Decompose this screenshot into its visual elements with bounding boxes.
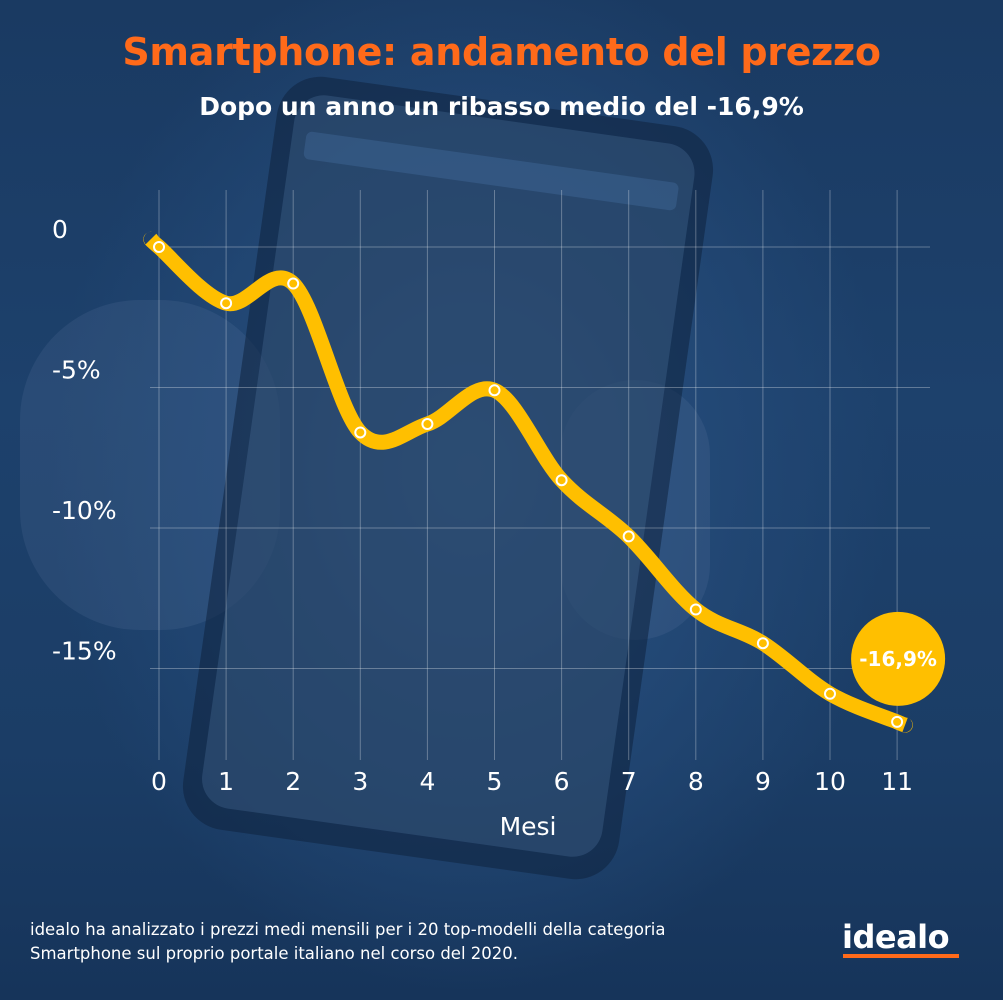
footnote: idealo ha analizzato i prezzi medi mensi… [30,920,666,963]
y-tick-label: -15% [52,637,117,666]
x-tick-label: 2 [285,767,301,796]
data-point [824,687,836,700]
data-points [153,241,904,728]
data-point [756,637,769,650]
data-point [153,241,165,253]
data-point [287,277,300,290]
y-tick-label: 0 [52,215,68,244]
x-tick-label: 9 [755,767,771,796]
x-tick-label: 11 [881,767,913,796]
data-point [488,384,501,397]
x-axis-ticks: 0 1 2 3 4 5 6 7 8 9 10 11 [151,767,913,796]
grid-layer [150,190,930,760]
x-axis-label: Mesi [500,812,557,841]
x-tick-label: 1 [218,767,234,796]
x-tick-label: 4 [419,767,435,796]
series-line-layer [143,231,913,733]
x-tick-label: 6 [554,767,570,796]
idealo-logo: idealo [842,918,950,956]
data-point [421,418,434,431]
badge-label: -16,9% [859,647,937,671]
x-tick-label: 10 [814,767,846,796]
chart-subtitle: Dopo un anno un ribasso medio del -16,9% [199,92,804,121]
x-tick-label: 7 [621,767,637,796]
logo-underline [843,954,959,958]
data-point [354,426,367,439]
y-axis-ticks: 0 -5% -10% -15% [52,215,117,666]
badge-circle [851,611,946,706]
series-line [143,231,913,733]
x-tick-label: 0 [151,767,167,796]
final-value-badge: -16,9% [851,611,946,706]
y-tick-label: -10% [52,496,117,525]
x-tick-label: 3 [352,767,368,796]
x-tick-label: 8 [688,767,704,796]
data-point [891,715,904,728]
y-tick-label: -5% [52,356,101,385]
data-point [622,530,635,543]
data-point [689,603,702,616]
data-point [555,474,568,487]
x-tick-label: 5 [487,767,503,796]
chart-title: Smartphone: andamento del prezzo [122,30,881,74]
data-point [220,297,233,310]
